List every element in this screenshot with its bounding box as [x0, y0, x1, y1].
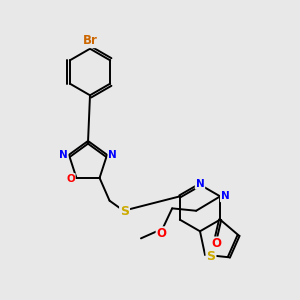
- Text: S: S: [206, 250, 215, 263]
- Text: S: S: [120, 205, 129, 218]
- Text: Br: Br: [82, 34, 98, 47]
- Text: N: N: [221, 191, 230, 201]
- Text: O: O: [66, 174, 75, 184]
- Text: N: N: [196, 179, 204, 189]
- Text: N: N: [108, 150, 117, 160]
- Text: O: O: [157, 227, 166, 240]
- Text: O: O: [211, 237, 221, 250]
- Text: N: N: [59, 150, 68, 160]
